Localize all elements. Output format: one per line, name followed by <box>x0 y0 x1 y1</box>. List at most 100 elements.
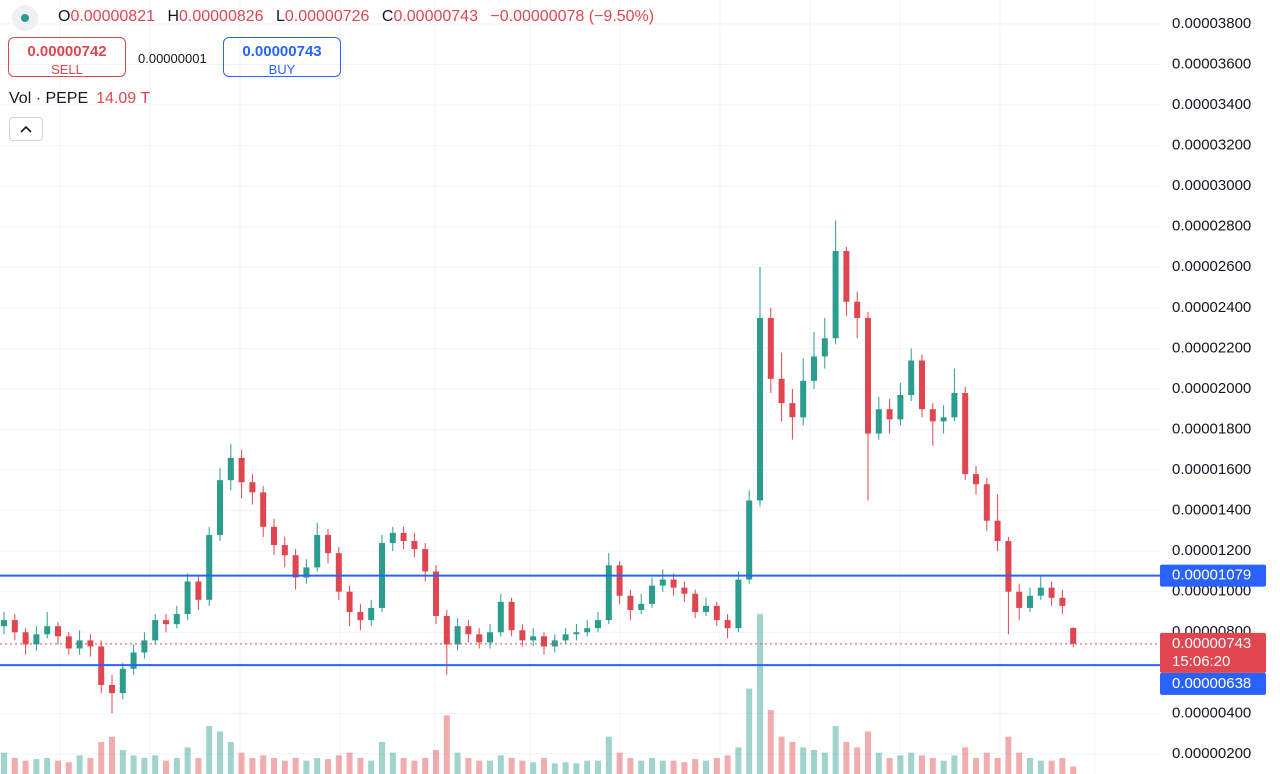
volume-bar <box>1016 752 1023 774</box>
candle-body <box>454 626 461 645</box>
volume-bar <box>1059 758 1066 774</box>
volume-legend: Vol · PEPE 14.09 T <box>9 90 150 108</box>
candle-body <box>735 579 742 629</box>
volume-bar <box>55 760 61 774</box>
candle-body <box>595 620 601 629</box>
volume-bar <box>206 726 213 774</box>
candle-body <box>681 587 688 594</box>
volume-bar <box>454 752 461 774</box>
volume-bar <box>271 758 277 774</box>
candle-body <box>703 605 709 612</box>
volume-bar <box>195 758 202 774</box>
candle-body <box>789 403 796 418</box>
candle-body <box>605 565 612 621</box>
volume-bar <box>519 760 526 774</box>
status-dot[interactable] <box>12 5 38 31</box>
candle-body <box>497 601 504 633</box>
volume-bar <box>76 755 83 774</box>
candle-body <box>55 626 61 637</box>
volume-bar <box>649 758 655 774</box>
volume-bar <box>530 762 537 774</box>
candle-body <box>724 620 731 629</box>
sell-price: 0.00000742 <box>27 43 107 60</box>
candle-body <box>627 595 634 610</box>
candle-body <box>314 534 321 568</box>
candle-body <box>508 601 515 631</box>
candle-body <box>746 500 753 580</box>
price-tag <box>1160 564 1266 587</box>
y-tick-label: 0.00001400 <box>1172 502 1251 519</box>
candle-body <box>1059 597 1066 606</box>
volume-bar <box>130 755 137 774</box>
candle-body <box>551 640 558 647</box>
candle-body <box>281 545 288 556</box>
ohlc-key: L <box>275 8 285 25</box>
volume-bar <box>487 760 493 774</box>
price-tag <box>1160 672 1266 695</box>
ohlc-header: O0.00000821 H0.00000826 L0.00000726 C0.0… <box>58 8 662 26</box>
candle-body <box>443 616 450 645</box>
candle-body <box>886 409 893 420</box>
volume-bar <box>22 760 29 774</box>
volume-bar <box>227 742 234 774</box>
volume-bar <box>584 760 591 774</box>
volume-bar <box>832 726 839 774</box>
collapse-button[interactable] <box>9 117 43 141</box>
y-tick-label: 0.00000200 <box>1172 745 1251 762</box>
candle-body <box>562 634 569 641</box>
candle-body <box>897 395 904 420</box>
sell-button[interactable]: 0.00000742 SELL <box>8 37 126 77</box>
candle-body <box>195 581 202 600</box>
y-tick-label: 0.00002200 <box>1172 339 1251 356</box>
candle-body <box>119 668 126 694</box>
volume-bar <box>724 755 731 774</box>
volume-bar <box>1037 760 1044 774</box>
volume-bar <box>87 758 94 774</box>
volume-bar <box>800 747 807 774</box>
volume-bar <box>865 731 871 774</box>
candle-body <box>843 251 850 302</box>
candle-body <box>465 626 472 635</box>
candle-body <box>1048 587 1055 598</box>
last-price-label: 0.00000743 <box>1172 635 1251 652</box>
candle-body <box>875 409 882 434</box>
volume-bar <box>184 747 191 774</box>
candle-body <box>389 532 396 544</box>
volume-bar <box>98 742 105 774</box>
candle-body <box>800 380 807 418</box>
volume-bar <box>1070 766 1077 774</box>
buy-button[interactable]: 0.00000743 BUY <box>223 37 341 77</box>
candle-body <box>292 555 299 578</box>
candle-body <box>65 636 72 649</box>
candle-body <box>271 526 277 546</box>
volume-bar <box>465 758 472 774</box>
volume-bar <box>562 762 569 774</box>
volume-bar <box>854 747 861 774</box>
volume-bar <box>335 755 342 774</box>
volume-bar <box>919 755 925 774</box>
candle-body <box>238 457 245 483</box>
volume-bar <box>659 760 666 774</box>
candle-body <box>951 392 958 418</box>
volume-bar <box>789 742 796 774</box>
y-tick-label: 0.00001800 <box>1172 420 1251 437</box>
volume-bar <box>389 752 396 774</box>
volume-bar <box>821 752 828 774</box>
volume-bar <box>616 752 623 774</box>
y-tick-label: 0.00002600 <box>1172 258 1251 275</box>
candle-body <box>422 549 429 572</box>
candle-body <box>832 251 839 339</box>
candle-body <box>22 632 29 645</box>
candle-body <box>141 640 148 653</box>
volume-bar <box>163 760 169 774</box>
candle-body <box>130 652 137 669</box>
candle-body <box>530 636 537 641</box>
candle-body <box>411 541 418 550</box>
y-tick-label: 0.00001000 <box>1172 583 1251 600</box>
volume-bar <box>595 760 601 774</box>
candle-body <box>983 484 990 521</box>
buy-price: 0.00000743 <box>242 43 322 60</box>
candle-body <box>76 640 83 649</box>
candle-body <box>11 620 18 633</box>
candle-body <box>249 482 256 493</box>
